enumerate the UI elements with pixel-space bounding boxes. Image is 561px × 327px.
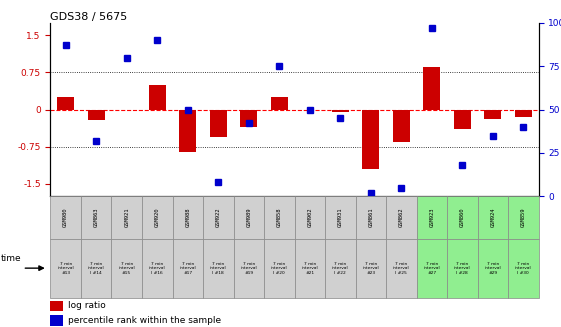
Bar xyxy=(142,239,173,298)
Bar xyxy=(50,315,63,326)
Text: GSM863: GSM863 xyxy=(94,208,99,227)
Bar xyxy=(149,85,165,110)
Bar xyxy=(233,239,264,298)
Text: 7 min
interval
l #25: 7 min interval l #25 xyxy=(393,262,410,275)
Text: GSM860: GSM860 xyxy=(460,208,465,227)
Bar xyxy=(203,196,233,239)
Text: GSM923: GSM923 xyxy=(429,208,434,227)
Text: log ratio: log ratio xyxy=(67,301,105,310)
Bar xyxy=(508,196,539,239)
Bar xyxy=(325,196,356,239)
Text: 7 min
interval
l #20: 7 min interval l #20 xyxy=(271,262,288,275)
Bar xyxy=(416,196,447,239)
Bar xyxy=(240,110,257,127)
Bar xyxy=(233,196,264,239)
Bar xyxy=(210,110,227,137)
Text: 7 min
interval
#13: 7 min interval #13 xyxy=(57,262,74,275)
Bar xyxy=(88,110,105,120)
Text: 7 min
interval
l #16: 7 min interval l #16 xyxy=(149,262,165,275)
Text: 7 min
interval
l #28: 7 min interval l #28 xyxy=(454,262,471,275)
Bar xyxy=(386,196,416,239)
Bar xyxy=(332,110,349,112)
Bar xyxy=(264,239,295,298)
Bar xyxy=(393,110,410,142)
Bar xyxy=(295,196,325,239)
Bar xyxy=(386,239,416,298)
Text: GSM862: GSM862 xyxy=(399,208,404,227)
Text: 7 min
interval
#15: 7 min interval #15 xyxy=(118,262,135,275)
Bar xyxy=(81,196,112,239)
Bar xyxy=(112,196,142,239)
Bar xyxy=(112,239,142,298)
Bar xyxy=(180,110,196,152)
Bar xyxy=(142,196,173,239)
Bar xyxy=(447,196,477,239)
Bar xyxy=(81,239,112,298)
Bar xyxy=(50,196,81,239)
Text: GSM924: GSM924 xyxy=(490,208,495,227)
Text: 7 min
interval
#23: 7 min interval #23 xyxy=(362,262,379,275)
Text: GSM902: GSM902 xyxy=(307,208,312,227)
Bar xyxy=(203,239,233,298)
Bar xyxy=(356,239,386,298)
Text: 7 min
interval
#29: 7 min interval #29 xyxy=(485,262,501,275)
Bar xyxy=(477,239,508,298)
Text: 7 min
interval
#19: 7 min interval #19 xyxy=(241,262,257,275)
Bar xyxy=(477,196,508,239)
Bar xyxy=(271,97,288,110)
Text: 7 min
interval
l #22: 7 min interval l #22 xyxy=(332,262,348,275)
Bar xyxy=(50,301,63,311)
Bar xyxy=(264,196,295,239)
Bar xyxy=(447,239,477,298)
Text: GSM922: GSM922 xyxy=(216,208,221,227)
Text: GSM921: GSM921 xyxy=(124,208,129,227)
Text: 7 min
interval
#21: 7 min interval #21 xyxy=(301,262,318,275)
Text: GSM858: GSM858 xyxy=(277,208,282,227)
Text: GSM989: GSM989 xyxy=(246,208,251,227)
Bar xyxy=(515,110,532,117)
Text: GDS38 / 5675: GDS38 / 5675 xyxy=(50,12,128,22)
Text: 7 min
interval
l #30: 7 min interval l #30 xyxy=(515,262,532,275)
Text: time: time xyxy=(1,254,22,263)
Bar xyxy=(454,110,471,129)
Bar xyxy=(508,239,539,298)
Text: GSM859: GSM859 xyxy=(521,208,526,227)
Text: GSM988: GSM988 xyxy=(185,208,190,227)
Bar xyxy=(295,239,325,298)
Text: GSM920: GSM920 xyxy=(155,208,160,227)
Bar xyxy=(416,239,447,298)
Text: GSM861: GSM861 xyxy=(368,208,373,227)
Text: 7 min
interval
l #14: 7 min interval l #14 xyxy=(88,262,104,275)
Bar xyxy=(362,110,379,169)
Text: 7 min
interval
#17: 7 min interval #17 xyxy=(180,262,196,275)
Bar xyxy=(424,67,440,110)
Bar xyxy=(356,196,386,239)
Bar xyxy=(50,239,81,298)
Bar xyxy=(173,196,203,239)
Text: percentile rank within the sample: percentile rank within the sample xyxy=(67,316,220,325)
Text: GSM980: GSM980 xyxy=(63,208,68,227)
Bar xyxy=(57,97,74,110)
Text: GSM931: GSM931 xyxy=(338,208,343,227)
Text: 7 min
interval
l #18: 7 min interval l #18 xyxy=(210,262,227,275)
Bar xyxy=(173,239,203,298)
Bar xyxy=(325,239,356,298)
Text: 7 min
interval
#27: 7 min interval #27 xyxy=(424,262,440,275)
Bar xyxy=(484,110,501,119)
